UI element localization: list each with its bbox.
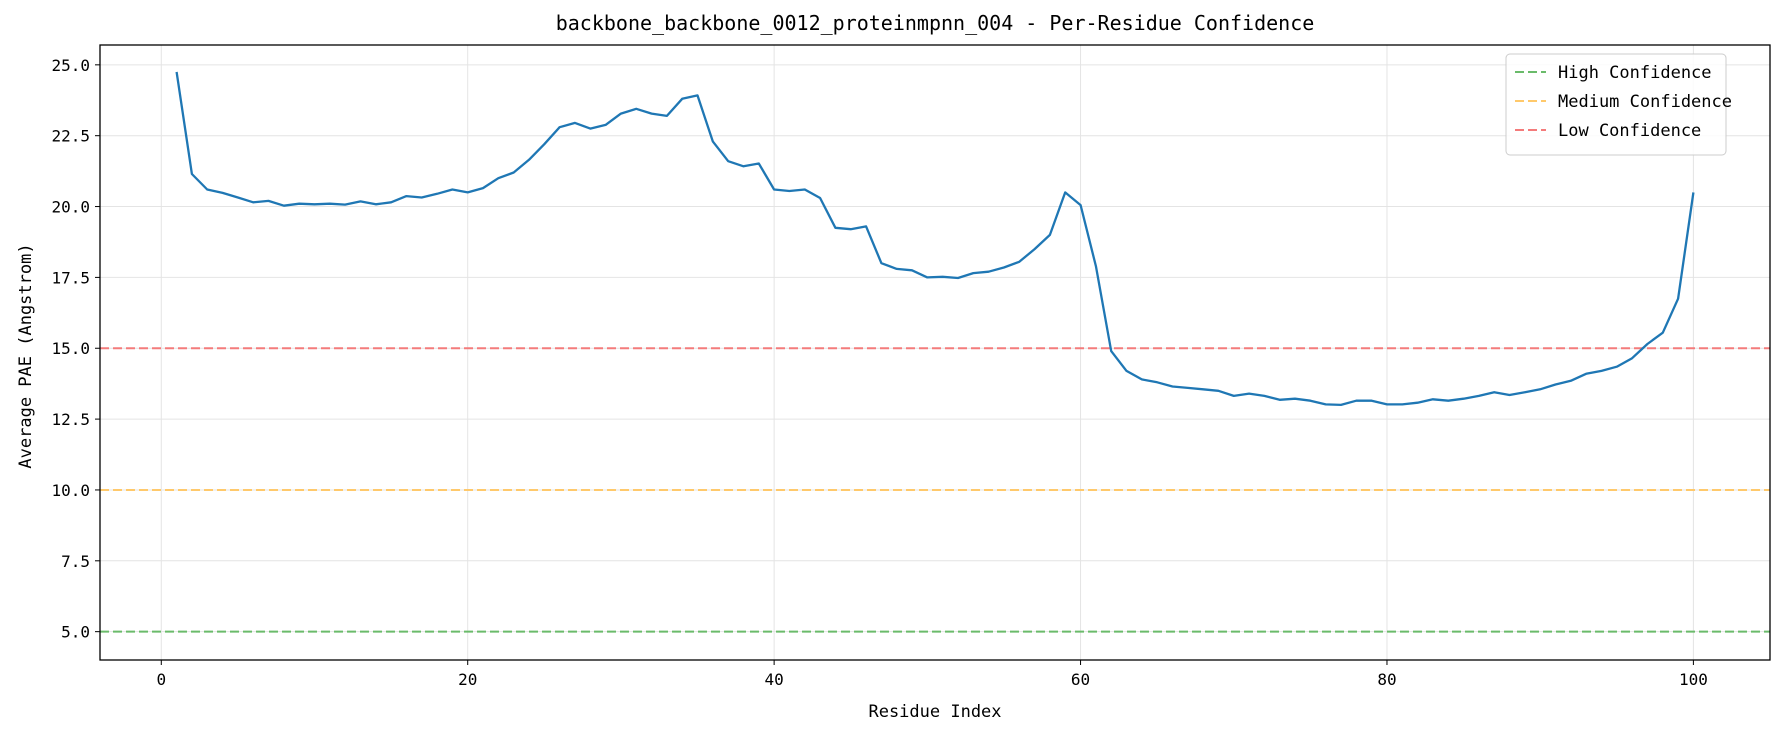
chart-title: backbone_backbone_0012_proteinmpnn_004 -…	[556, 11, 1315, 35]
legend-label: Medium Confidence	[1558, 92, 1732, 112]
x-tick-label: 60	[1071, 670, 1090, 689]
y-tick-label: 25.0	[51, 56, 90, 75]
y-tick-label: 7.5	[61, 552, 90, 571]
y-tick-label: 10.0	[51, 481, 90, 500]
series-line	[175, 71, 1695, 407]
x-tick-label: 20	[458, 670, 477, 689]
y-axis-label: Average PAE (Angstrom)	[16, 243, 36, 468]
legend: High Confidence Medium Confidence Low Conf…	[1505, 53, 1732, 156]
x-tick-label: 80	[1377, 670, 1396, 689]
threshold-layer	[100, 347, 1770, 633]
y-tick-label: 15.0	[51, 339, 90, 358]
x-axis-label: Residue Index	[868, 702, 1001, 722]
plot-frame	[99, 44, 1771, 661]
y-tick-label: 12.5	[51, 410, 90, 429]
series-layer	[175, 71, 1695, 407]
y-tick-label: 22.5	[51, 127, 90, 146]
legend-label: Low Confidence	[1558, 121, 1701, 141]
x-axis-ticks: 0 20 40 60 80 100	[156, 660, 1708, 689]
legend-label: High Confidence	[1558, 63, 1712, 83]
y-tick-label: 17.5	[51, 268, 90, 287]
y-axis-ticks: 5.0 7.5 10.0 12.5 15.0 17.5 20.0 22.5 25.0	[51, 56, 100, 642]
x-tick-label: 100	[1679, 670, 1708, 689]
x-tick-label: 0	[156, 670, 166, 689]
y-tick-label: 20.0	[51, 198, 90, 217]
x-tick-label: 40	[764, 670, 783, 689]
y-tick-label: 5.0	[61, 623, 90, 642]
legend-box	[1505, 53, 1727, 156]
